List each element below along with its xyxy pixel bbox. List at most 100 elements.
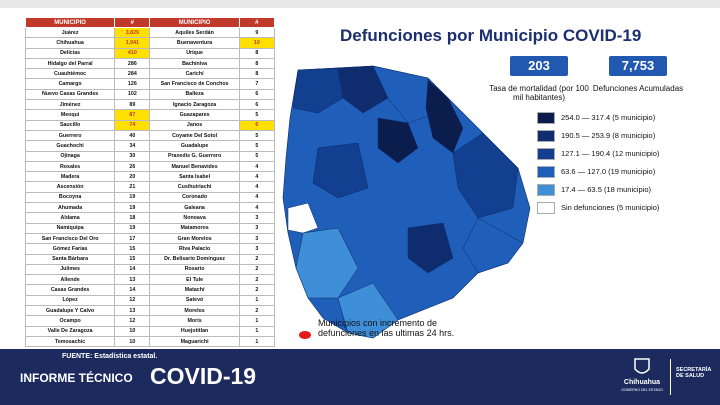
cell: 4 <box>238 171 276 183</box>
legend-label: 17.4 — 63.5 (18 municipio) <box>561 184 652 194</box>
cell: 18 <box>114 212 151 224</box>
column-header: MUNICIPIO <box>149 17 240 28</box>
cell: Aldama <box>24 212 116 224</box>
cell: 13 <box>114 274 151 286</box>
cell: 30 <box>114 150 151 162</box>
cell: 34 <box>114 140 151 152</box>
legend-swatch <box>537 112 555 124</box>
column-header: MUNICIPIO <box>24 17 116 28</box>
cell: 9 <box>238 26 276 39</box>
table-row: Juárez 3,829 Aquiles Serdán 9 <box>24 26 276 39</box>
cell: 10 <box>114 335 151 348</box>
cell: Guerrero <box>24 129 116 142</box>
table-row: Chihuahua 1,941 Buenaventura 10 <box>24 37 276 49</box>
table-row: Aldama 18 Nonoava 3 <box>24 212 276 224</box>
cell: Namiquipa <box>24 222 116 234</box>
table-row: Rosales 26 Manuel Benavides 4 <box>24 160 276 173</box>
cell: 40 <box>114 129 151 142</box>
table-row: Camargo 126 San Francisco de Conchos 7 <box>24 78 276 90</box>
cell: Bachíniva <box>149 57 240 70</box>
cell: 17 <box>114 232 151 245</box>
cell: Coronado <box>149 191 240 204</box>
cell: Nuevo Casas Grandes <box>24 88 116 101</box>
cell: Gran Morelos <box>149 232 240 245</box>
cell: Matamoros <box>149 222 240 234</box>
cell: Santa Bárbara <box>24 253 116 265</box>
table-row: Julimes 14 Rosario 2 <box>24 263 276 276</box>
table-row: Ascensión 21 Cusihuiriachi 4 <box>24 181 276 193</box>
cell: Guadalupe <box>149 140 240 152</box>
cell: San Francisco Del Oro <box>24 232 116 245</box>
cell: 4 <box>238 202 276 214</box>
table-row: Jiménez 89 Ignacio Zaragoza 6 <box>24 99 276 111</box>
table-row: Guachochi 34 Guadalupe 5 <box>24 140 276 152</box>
cell: 19 <box>114 202 151 214</box>
cell: 19 <box>114 222 151 234</box>
cell: Hidalgo del Parral <box>24 57 116 70</box>
table-row: Namiquipa 19 Matamoros 3 <box>24 222 276 234</box>
note-marker <box>299 331 311 339</box>
cell: 20 <box>114 171 151 183</box>
cell: 284 <box>114 68 151 80</box>
cell: Aquiles Serdán <box>149 26 240 39</box>
cell: Dr. Belisario Domínguez <box>149 253 240 265</box>
cell: 3,829 <box>114 26 151 39</box>
cell: Madera <box>24 171 116 183</box>
cell: 13 <box>114 305 151 317</box>
stat-label: Defunciones Acumuladas <box>592 84 684 93</box>
cell: Delicias <box>24 47 116 59</box>
footer-banner: FUENTE: Estadística estatal. INFORME TÉC… <box>0 349 720 405</box>
source: FUENTE: Estadística estatal. <box>62 353 158 360</box>
cell: 2 <box>238 253 276 265</box>
cell: 102 <box>114 88 151 101</box>
cell: Meoqui <box>24 109 116 121</box>
cell: San Francisco de Conchos <box>149 78 240 90</box>
cell: 8 <box>238 68 276 80</box>
cell: 6 <box>238 119 276 131</box>
map <box>282 65 531 339</box>
cell: 1 <box>238 315 276 327</box>
legend-swatch <box>537 166 555 178</box>
cell: 89 <box>114 99 151 111</box>
cell: Rosales <box>24 160 116 173</box>
cell: Nonoava <box>149 212 240 224</box>
region <box>292 67 344 114</box>
cell: 2 <box>238 263 276 276</box>
cell: Urique <box>149 47 240 59</box>
cell: Santa Isabel <box>149 171 240 183</box>
cell: Balleza <box>149 88 240 101</box>
logo-icon <box>634 358 650 374</box>
region <box>337 282 399 339</box>
cell: Satevó <box>149 294 240 307</box>
cell: 3 <box>238 212 276 224</box>
table-row: Santa Bárbara 15 Dr. Belisario Domínguez 2 <box>24 253 276 265</box>
table-row: Bocoyna 19 Coronado 4 <box>24 191 276 204</box>
legend-item: 254.0 — 317.4 (5 municipio) <box>537 112 655 124</box>
cell: 1 <box>238 335 276 348</box>
cell: 5 <box>238 140 276 152</box>
cell: 87 <box>114 109 151 121</box>
cell: Guadalupe Y Calvo <box>24 305 116 317</box>
cell: Casas Grandes <box>24 284 116 296</box>
cell: Riva Palacio <box>149 243 240 255</box>
cell: 1,941 <box>114 37 151 49</box>
cell: 4 <box>238 160 276 173</box>
legend-item: Sin defunciones (5 municipio) <box>537 202 659 214</box>
stat-label: Tasa de mortalidad (por 100 mil habitant… <box>489 84 589 102</box>
municipality-table: MUNICIPIO # MUNICIPIO # Juárez 3,829 Aquiles S… <box>24 17 276 348</box>
cell: Valle De Zaragoza <box>24 325 116 337</box>
cell: Ocampo <box>24 315 116 327</box>
cell: Rosario <box>149 263 240 276</box>
cell: 4 <box>238 181 276 193</box>
table-row: Gómez Farías 15 Riva Palacio 3 <box>24 243 276 255</box>
cell: Praxedis G. Guerrero <box>149 150 240 162</box>
cell: 19 <box>114 191 151 204</box>
report-label: INFORME TÉCNICO <box>20 371 133 385</box>
table-row: Temosachic 10 Maguarichi 1 <box>24 335 276 348</box>
cell: López <box>24 294 116 307</box>
cell: 410 <box>114 47 151 59</box>
cell: Manuel Benavides <box>149 160 240 173</box>
cell: Ojinaga <box>24 150 116 162</box>
legend-label: Sin defunciones (5 municipio) <box>561 202 660 212</box>
cell: 74 <box>114 119 151 131</box>
